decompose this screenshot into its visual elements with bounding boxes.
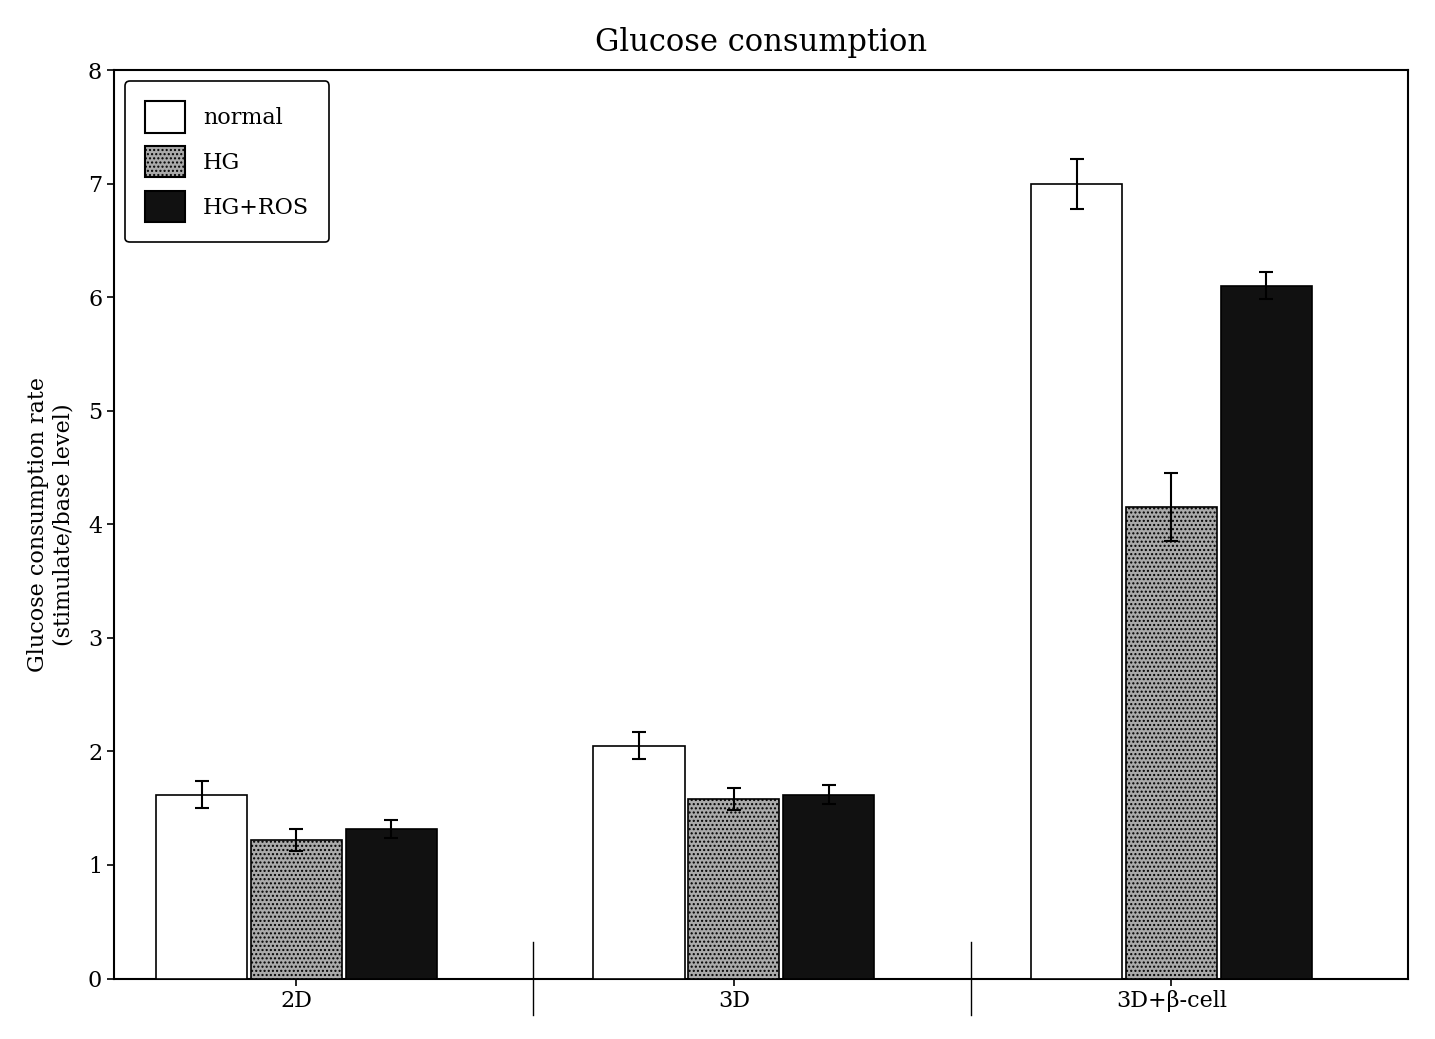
Bar [784,795,874,979]
Bar [1030,184,1122,979]
Bar [689,799,779,979]
Legend: normal, HG, HG+ROS: normal, HG, HG+ROS [125,81,329,242]
Y-axis label: Glucose consumption rate
(stimulate/base level): Glucose consumption rate (stimulate/base… [27,377,75,672]
Bar [1126,507,1217,979]
Bar [156,795,247,979]
Bar [251,840,342,979]
Title: Glucose consumption: Glucose consumption [596,27,927,58]
Bar [346,829,436,979]
Bar [1221,286,1312,979]
Bar [594,746,684,979]
